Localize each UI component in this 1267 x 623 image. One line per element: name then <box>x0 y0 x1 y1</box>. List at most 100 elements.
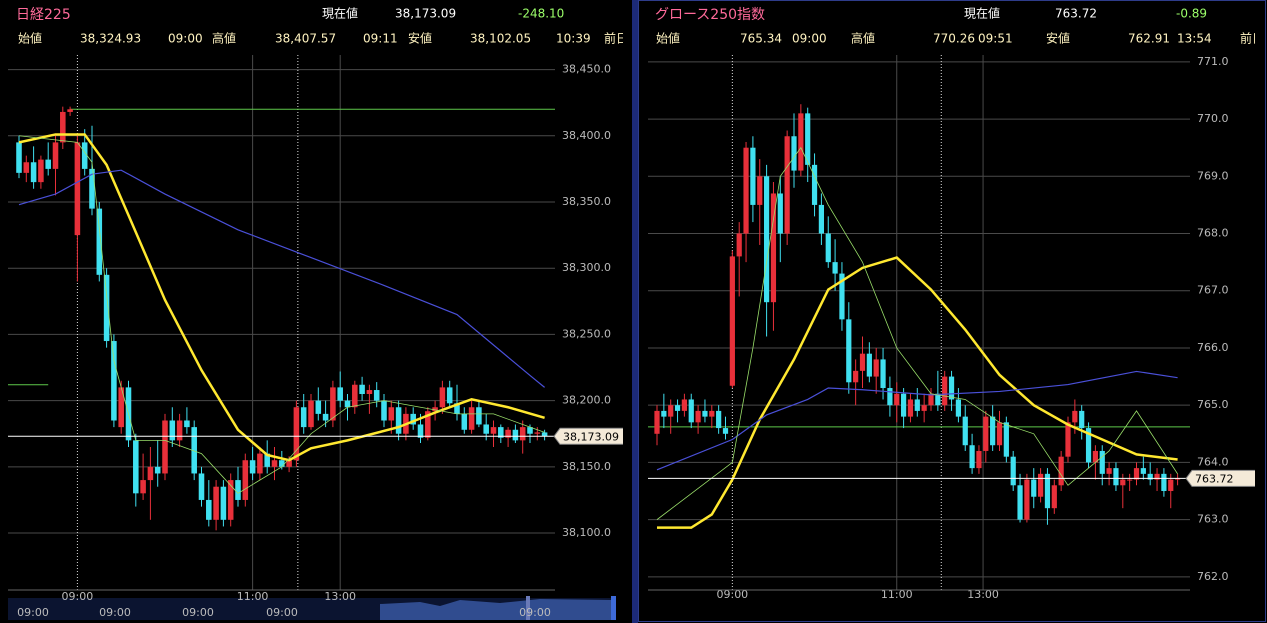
candle-body <box>736 233 742 257</box>
x-tick-label: 09:00 <box>716 588 748 601</box>
candle-body <box>1024 479 1030 520</box>
price-change: -248.10 <box>518 7 564 21</box>
candle-body <box>417 424 424 438</box>
candle-body <box>866 353 872 377</box>
x-tick-label: 11:00 <box>237 590 269 603</box>
candle-body <box>976 450 982 469</box>
y-tick-label: 766.0 <box>1197 341 1229 354</box>
candle-body <box>220 486 227 520</box>
candle-body <box>1168 479 1174 492</box>
candle-body <box>373 390 380 401</box>
stat-value: 38,102.05 <box>470 32 531 46</box>
candle-body <box>1044 473 1051 509</box>
candle-body <box>242 460 249 500</box>
candle-body <box>154 466 161 474</box>
navigator-label: 09:00 <box>99 606 131 619</box>
candle-body <box>763 176 770 303</box>
y-tick-label: 763.0 <box>1197 513 1229 526</box>
price-tag <box>553 427 623 445</box>
candle-body <box>527 427 533 434</box>
candle-body <box>722 428 729 434</box>
candle-body <box>271 460 278 467</box>
candle-body <box>907 399 914 417</box>
panel-nikkei: 日経225 現在値 38,173.09 -248.10 始値 38,324.93 09:00… <box>8 6 623 603</box>
candle-body <box>688 399 694 423</box>
candle-body <box>330 387 336 421</box>
candle-body <box>791 136 797 171</box>
candle-body <box>67 109 73 112</box>
candle-body <box>674 405 681 411</box>
candle-body <box>1099 450 1105 474</box>
candle-body <box>96 208 103 275</box>
candle-body <box>709 410 715 417</box>
candle-body <box>432 407 438 412</box>
y-tick-label: 765.0 <box>1197 398 1229 411</box>
navigator-label: 09:00 <box>17 606 49 619</box>
candle-body <box>969 445 975 469</box>
candle-body <box>873 359 879 377</box>
candle-body <box>935 393 941 406</box>
y-tick-label: 769.0 <box>1197 169 1229 182</box>
moving-average <box>656 370 1178 471</box>
price-tag <box>1185 469 1255 487</box>
stat-time: 09:51 <box>978 32 1013 46</box>
candle-body <box>1120 479 1126 486</box>
candle-body <box>798 113 804 171</box>
candle-body <box>257 453 263 474</box>
navigator-handle[interactable] <box>611 596 616 620</box>
candle-body <box>279 460 285 467</box>
candle-body <box>846 319 852 383</box>
candle-body <box>322 413 329 421</box>
candle-body <box>784 136 790 234</box>
candle-body <box>162 420 168 474</box>
candle-body <box>425 411 431 438</box>
candle-body <box>176 420 183 441</box>
candle-body <box>1037 473 1044 497</box>
candle-body <box>1174 478 1181 480</box>
candle-body <box>388 407 395 421</box>
y-tick-label: 38,400.0 <box>562 129 611 142</box>
candle-body <box>89 168 95 209</box>
stat-label: 安値 <box>408 31 432 46</box>
panel-bg <box>639 1 1255 621</box>
y-tick-label: 38,300.0 <box>562 261 611 274</box>
candle-body <box>695 410 701 423</box>
candle-body <box>293 407 300 461</box>
prev-caption: 前日 <box>1240 31 1264 46</box>
candle-body <box>140 480 146 494</box>
candle-body <box>681 399 688 411</box>
candle-body <box>147 466 154 481</box>
candle-body <box>249 460 256 474</box>
stat-label: 安値 <box>1046 31 1070 46</box>
candle-body <box>352 384 358 408</box>
candle-body <box>839 273 845 320</box>
candle-body <box>962 416 968 446</box>
candle-body <box>410 413 416 425</box>
candle-body <box>198 473 205 500</box>
candle-body <box>1031 479 1037 497</box>
candle-body <box>757 176 763 205</box>
y-tick-label: 38,250.0 <box>562 327 611 340</box>
candle-body <box>111 341 117 421</box>
y-tick-label: 38,100.0 <box>562 526 611 539</box>
candle-body <box>859 353 866 371</box>
candle-body <box>990 416 996 446</box>
navigator: 09:00 09:00 09:00 09:00 09:00 <box>8 596 616 620</box>
candle-body <box>534 432 541 434</box>
candle-body <box>52 142 59 169</box>
candle-body <box>476 407 482 425</box>
navigator-label: 09:00 <box>519 606 551 619</box>
stat-time: 13:54 <box>1177 32 1212 46</box>
current-price: 38,173.09 <box>395 7 456 21</box>
x-tick-label: 13:00 <box>324 590 356 603</box>
navigator-handle[interactable] <box>526 596 530 620</box>
price-tag-label: 763.72 <box>1195 472 1234 485</box>
candle-body <box>894 393 900 406</box>
x-tick-label: 11:00 <box>881 588 913 601</box>
candle-body <box>1010 456 1016 486</box>
candle-body <box>446 387 453 404</box>
candle-body <box>227 480 234 520</box>
candle-body <box>38 159 44 183</box>
stat-value: 765.34 <box>740 32 782 46</box>
